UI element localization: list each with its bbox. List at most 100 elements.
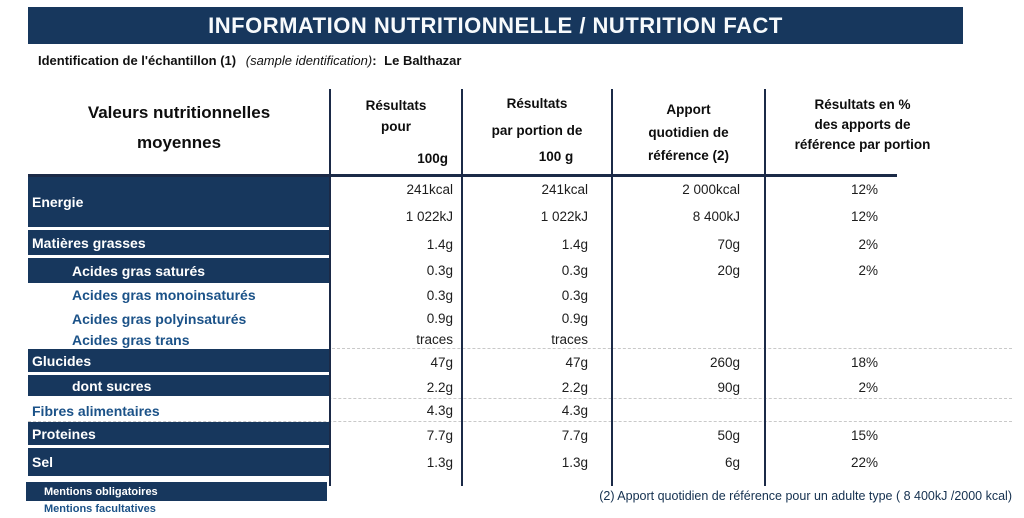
header-line: référence (2) — [647, 147, 730, 163]
value-cell-daily-reference: 50g — [612, 422, 765, 448]
value-cell-per-portion: 0.3g — [462, 283, 612, 307]
value-cell-daily-reference: 90g — [612, 375, 765, 399]
value-text: 18% — [850, 354, 878, 370]
dashed-separator — [332, 348, 1012, 349]
value-text: 12% — [850, 182, 878, 197]
table-row: Acides gras saturés 0.3g 0.3g 20g 2% — [28, 258, 960, 283]
value-cell-daily-reference — [612, 307, 765, 330]
table-row: Fibres alimentaires 4.3g 4.3g — [28, 399, 960, 422]
page-title: INFORMATION NUTRITIONNELLE / NUTRITION F… — [208, 12, 783, 38]
value-cell-percent-reference: 15% — [765, 422, 960, 448]
value-text: 2.2g — [426, 379, 453, 395]
value-cell-per-100g: 2.2g — [330, 375, 462, 399]
value-cell-per-100g: 1.3g — [330, 448, 462, 476]
value-cell-daily-reference: 70g — [612, 230, 765, 258]
row-label: Proteines — [32, 425, 96, 442]
header-line: pour — [381, 119, 411, 134]
row-label-cell: Acides gras trans — [28, 330, 330, 349]
row-label: Acides gras saturés — [72, 262, 206, 279]
value-cell-per-100g: 0.3g — [330, 258, 462, 283]
row-label: Fibres alimentaires — [32, 402, 160, 419]
header-line: Apport — [666, 101, 711, 117]
value-cell-daily-reference — [612, 399, 765, 422]
value-cell-percent-reference: 18% — [765, 349, 960, 375]
value-text: 7.7g — [426, 427, 453, 443]
row-label-cell: Acides gras polyinsaturés — [28, 307, 330, 330]
value-cell-per-100g: traces — [330, 330, 462, 349]
row-label: Acides gras monoinsaturés — [72, 287, 256, 303]
value-text: 260g — [709, 354, 740, 370]
value-cell-per-100g: 241kcal 1 022kJ — [330, 176, 462, 230]
table-row: Energie 241kcal 1 022kJ 241kcal 1 022kJ 2 000… — [28, 176, 960, 230]
value-cell-per-100g: 47g — [330, 349, 462, 375]
table-row: Glucides 47g 47g 260g 18% — [28, 349, 960, 375]
value-cell-per-portion: 7.7g — [462, 422, 612, 448]
column-header-per-100g: Résultats pour 100g — [330, 88, 462, 176]
header-line: quotidien de — [648, 124, 729, 140]
table-header-row: Valeurs nutritionnelles moyennes Résulta… — [28, 88, 960, 176]
value-text: 2% — [858, 263, 878, 278]
table-row: Acides gras polyinsaturés 0.9g 0.9g — [28, 307, 960, 330]
value-text: 47g — [430, 354, 453, 370]
value-cell-percent-reference: 2% — [765, 258, 960, 283]
value-text: 2% — [858, 379, 878, 395]
row-label: Sel — [32, 454, 54, 470]
value-text: 0.3g — [426, 263, 453, 278]
value-text: 2 000kcal — [682, 182, 740, 197]
row-label-cell: Matières grasses — [28, 230, 330, 258]
value-text: 1 022kJ — [405, 209, 453, 224]
row-label-cell: Proteines — [28, 422, 330, 448]
legend-facultative-label: Mentions facultatives — [44, 503, 156, 515]
value-text: 4.3g — [426, 403, 453, 418]
row-label-cell: Energie — [28, 176, 330, 230]
value-text: 2% — [858, 236, 878, 252]
row-label: Energie — [32, 193, 84, 210]
sample-value: Le Balthazar — [384, 53, 462, 68]
column-divider — [461, 89, 463, 486]
value-cell-daily-reference: 6g — [612, 448, 765, 476]
value-cell-per-portion: 47g — [462, 349, 612, 375]
value-text: 7.7g — [561, 427, 588, 443]
value-text: 47g — [565, 354, 588, 370]
value-text: 0.9g — [426, 311, 453, 326]
value-cell-daily-reference: 2 000kcal 8 400kJ — [612, 176, 765, 230]
table-row: Acides gras trans traces traces — [28, 330, 960, 349]
header-line: par portion de — [491, 122, 583, 138]
table-row: Matières grasses 1.4g 1.4g 70g 2% — [28, 230, 960, 258]
value-cell-per-portion: traces — [462, 330, 612, 349]
header-line: référence par portion — [794, 137, 931, 152]
footnote: (2) Apport quotidien de référence pour u… — [599, 489, 1012, 503]
row-label-cell: Fibres alimentaires — [28, 399, 330, 422]
row-label-cell: dont sucres — [28, 375, 330, 399]
value-text: 0.3g — [561, 263, 588, 278]
value-text: 1.3g — [426, 454, 453, 470]
row-label-cell: Glucides — [28, 349, 330, 375]
nutrition-table: Valeurs nutritionnelles moyennes Résulta… — [28, 88, 960, 476]
value-cell-per-portion: 0.3g — [462, 258, 612, 283]
title-bar: INFORMATION NUTRITIONNELLE / NUTRITION F… — [28, 7, 963, 44]
column-header-percent-reference: Résultats en % des apports de référence … — [765, 88, 960, 176]
value-cell-daily-reference: 260g — [612, 349, 765, 375]
value-cell-per-portion: 241kcal 1 022kJ — [462, 176, 612, 230]
value-cell-daily-reference: 20g — [612, 258, 765, 283]
value-text: 4.3g — [561, 403, 588, 418]
row-label: dont sucres — [72, 377, 152, 394]
table-row: Sel 1.3g 1.3g 6g 22% — [28, 448, 960, 476]
value-text: 2.2g — [561, 379, 588, 395]
value-cell-per-portion: 1.3g — [462, 448, 612, 476]
value-text: 0.3g — [426, 287, 453, 303]
value-text: 90g — [717, 379, 740, 395]
value-cell-percent-reference: 2% — [765, 375, 960, 399]
value-cell-per-100g: 0.3g — [330, 283, 462, 307]
column-header-values: Valeurs nutritionnelles moyennes — [28, 88, 330, 176]
row-label: Acides gras polyinsaturés — [72, 310, 247, 327]
value-text: 50g — [717, 427, 740, 443]
value-text: 22% — [850, 454, 878, 470]
table-body: Energie 241kcal 1 022kJ 241kcal 1 022kJ 2 000… — [28, 176, 960, 476]
header-line: 100g — [417, 151, 448, 166]
header-line: moyennes — [136, 133, 222, 152]
sample-label-en: (sample identification) — [245, 53, 373, 68]
header-lines: Résultats pour — [330, 95, 462, 137]
row-label-cell: Sel — [28, 448, 330, 476]
